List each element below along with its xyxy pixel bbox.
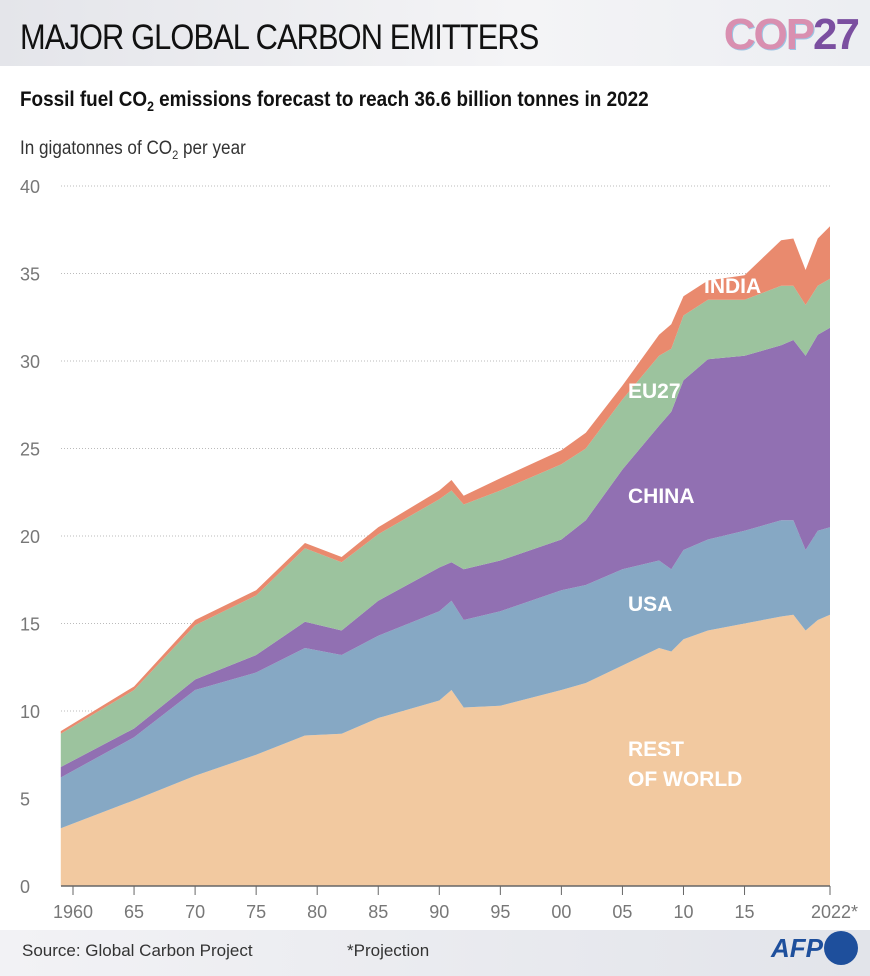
afp-text: AFP	[771, 932, 823, 963]
header-band: MAJOR GLOBAL CARBON EMITTERS COP27	[0, 0, 870, 66]
source-note: Source: Global Carbon Project	[22, 941, 253, 960]
x-tick-label: 70	[185, 902, 205, 922]
x-tick-label: 80	[307, 902, 327, 922]
y-tick-label: 10	[20, 702, 40, 722]
cop27-logo: COP27	[723, 10, 860, 60]
x-tick-label: 65	[124, 902, 144, 922]
y-tick-label: 5	[20, 790, 30, 810]
subtitle-subscript: 2	[147, 99, 154, 115]
series-label: USA	[628, 593, 672, 616]
series-label: REST	[628, 738, 684, 761]
page-title: MAJOR GLOBAL CARBON EMITTERS	[20, 18, 539, 57]
unit-subscript: 2	[172, 147, 179, 162]
x-tick-label: 10	[673, 902, 693, 922]
logo-27: 27	[813, 10, 860, 59]
y-tick-label: 30	[20, 352, 40, 372]
x-tick-label: 95	[490, 902, 510, 922]
afp-logo: AFP	[771, 931, 858, 965]
y-tick-label: 35	[20, 265, 40, 285]
x-tick-label: 1960	[53, 902, 93, 922]
series-label: EU27	[628, 380, 681, 403]
x-tick-label: 15	[735, 902, 755, 922]
unit-part: per year	[178, 138, 246, 159]
area-eu27	[60, 278, 830, 767]
x-tick-label: 05	[612, 902, 632, 922]
y-tick-label: 20	[20, 527, 40, 547]
subtitle-part: Fossil fuel CO	[20, 88, 148, 111]
area-rest-of-world	[60, 614, 830, 886]
logo-cop: COP	[723, 10, 815, 59]
unit-part: In gigatonnes of CO	[20, 138, 173, 159]
footer-band: Source: Global Carbon Project *Projectio…	[0, 930, 870, 976]
x-tick-label: 00	[551, 902, 571, 922]
y-tick-label: 15	[20, 615, 40, 635]
projection-note: *Projection	[347, 941, 430, 960]
x-tick-label: 75	[246, 902, 266, 922]
y-tick-label: 40	[20, 177, 40, 197]
x-tick-label: 90	[429, 902, 449, 922]
subtitle: Fossil fuel CO2 emissions forecast to re…	[20, 88, 649, 114]
series-label: INDIA	[704, 275, 761, 298]
series-label: OF WORLD	[628, 768, 742, 791]
area-india	[60, 226, 830, 734]
area-china	[60, 327, 830, 778]
y-axis-unit-label: In gigatonnes of CO2 per year	[20, 138, 246, 162]
series-label: CHINA	[628, 485, 695, 508]
x-tick-label: 2022*	[811, 902, 858, 922]
area-usa	[60, 520, 830, 829]
afp-dot-icon	[824, 931, 858, 965]
y-tick-label: 25	[20, 440, 40, 460]
x-tick-label: 85	[368, 902, 388, 922]
y-tick-label: 0	[20, 877, 30, 897]
subtitle-part: emissions forecast to reach 36.6 billion…	[153, 88, 649, 111]
